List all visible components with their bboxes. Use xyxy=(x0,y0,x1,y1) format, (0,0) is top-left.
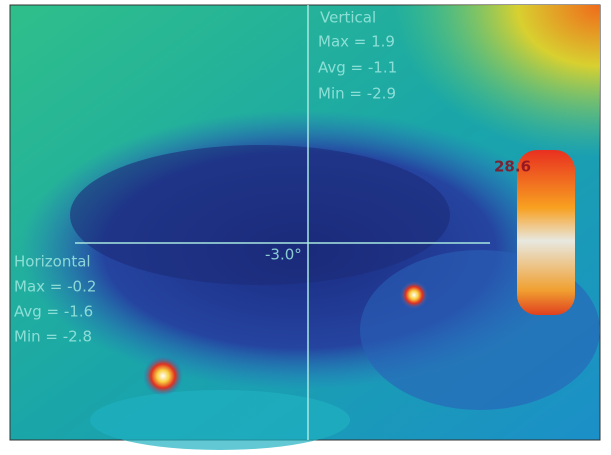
horizontal-max: Max = -0.2 xyxy=(14,278,96,296)
person xyxy=(517,150,575,315)
vertical-title: Vertical xyxy=(320,9,376,27)
floor-region xyxy=(90,390,350,450)
vertical-min: Min = -2.9 xyxy=(318,85,396,103)
hot-spot xyxy=(143,356,183,396)
horizontal-min: Min = -2.8 xyxy=(14,328,92,346)
vertical-avg: Avg = -1.1 xyxy=(318,59,397,77)
hot-spot xyxy=(400,281,428,309)
hot-spot-reading: 28.6 xyxy=(494,158,531,176)
horizontal-avg: Avg = -1.6 xyxy=(14,303,93,321)
center-reading: -3.0° xyxy=(265,246,302,264)
cold-core xyxy=(70,145,450,285)
vertical-max: Max = 1.9 xyxy=(318,33,395,51)
horizontal-title: Horizontal xyxy=(14,253,91,271)
